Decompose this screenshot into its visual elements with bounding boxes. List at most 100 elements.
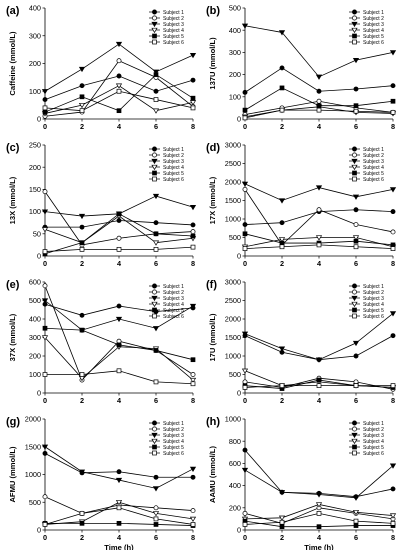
x-tick-label: 0 <box>43 396 47 405</box>
data-point <box>353 86 359 92</box>
y-tick-label: 1500 <box>25 442 41 451</box>
data-point <box>190 508 196 514</box>
legend-label: Subject 2 <box>363 153 384 159</box>
legend-marker <box>352 289 357 295</box>
data-point <box>353 383 359 388</box>
data-point <box>389 311 397 317</box>
data-point <box>152 193 160 200</box>
data-point <box>278 515 286 521</box>
data-point <box>79 83 85 89</box>
legend-marker <box>352 444 357 450</box>
data-point <box>353 353 359 359</box>
legend-marker <box>152 33 157 39</box>
x-tick-label: 2 <box>80 259 84 268</box>
data-point <box>153 231 159 237</box>
legend-marker <box>352 313 357 319</box>
data-point <box>79 520 85 526</box>
data-point <box>389 50 397 56</box>
y-tick-label: 500 <box>229 370 241 379</box>
y-tick-label: 300 <box>229 48 241 57</box>
data-point <box>241 181 249 187</box>
legend-marker <box>152 146 157 152</box>
data-point <box>315 185 323 191</box>
data-point <box>116 246 122 252</box>
y-tick-label: 200 <box>229 70 241 79</box>
data-point <box>278 490 286 496</box>
data-point <box>316 107 322 113</box>
x-tick-label: 2 <box>80 533 84 542</box>
legend-label: Subject 4 <box>363 165 384 171</box>
data-point <box>189 303 197 310</box>
data-point <box>116 505 122 511</box>
legend-label: Subject 6 <box>363 40 384 46</box>
data-point <box>153 72 159 77</box>
data-point <box>353 518 359 524</box>
x-tick-label: 2 <box>280 396 284 405</box>
data-point <box>315 357 323 363</box>
legend-marker <box>151 295 158 302</box>
x-tick-label: 6 <box>354 259 358 268</box>
x-tick-label: 8 <box>391 533 395 542</box>
y-tick-label: 150 <box>29 185 41 194</box>
y-tick-label: 200 <box>29 163 41 172</box>
y-tick-label: 500 <box>229 4 241 13</box>
data-point <box>353 523 359 528</box>
legend-label: Subject 6 <box>163 314 184 320</box>
data-point <box>79 312 85 318</box>
y-axis-label: 17U (mmol/L) <box>208 313 217 362</box>
chart-panel: 0 100 200 300 400 500 600 0 2 4 6 8 37X (mmol/L) (e) S… <box>6 278 197 405</box>
panel-label: (d) <box>206 142 220 154</box>
data-point <box>189 205 197 211</box>
chart-panel: 0 500 1000 1500 2000 2500 3000 0 2 4 6 8 17X (mmol/L… <box>206 141 397 268</box>
y-tick-label: 400 <box>29 315 41 324</box>
y-tick-label: 3000 <box>225 278 241 287</box>
data-point <box>353 207 359 213</box>
data-point <box>153 246 159 252</box>
data-point <box>189 377 197 384</box>
y-tick-label: 100 <box>29 87 41 96</box>
x-tick-label: 6 <box>154 259 158 268</box>
legend-label: Subject 3 <box>163 159 184 165</box>
y-axis-label: AFMU (mmol/L) <box>8 446 17 503</box>
x-tick-label: 4 <box>317 122 322 131</box>
x-tick-label: 6 <box>354 122 358 131</box>
legend-marker <box>351 164 358 171</box>
data-point <box>242 510 248 516</box>
data-point <box>152 486 160 492</box>
legend-label: Subject 4 <box>363 302 384 308</box>
legend-marker <box>352 426 357 432</box>
y-tick-label: 300 <box>29 31 41 40</box>
data-point <box>79 372 85 377</box>
series-line <box>244 67 394 93</box>
data-point <box>116 211 122 217</box>
data-point <box>153 348 159 353</box>
data-point <box>279 383 285 388</box>
data-point <box>279 244 285 250</box>
legend-label: Subject 4 <box>163 28 184 34</box>
y-tick-label: 250 <box>29 141 41 150</box>
data-point <box>42 372 48 377</box>
legend-label: Subject 5 <box>363 171 384 177</box>
legend-marker <box>352 146 357 152</box>
legend-label: Subject 3 <box>363 159 384 165</box>
data-point <box>190 372 196 377</box>
y-tick-label: 3000 <box>225 141 241 150</box>
y-tick-label: 600 <box>29 278 41 287</box>
data-point <box>390 486 396 492</box>
series-line <box>244 335 394 361</box>
y-tick-label: 600 <box>229 459 241 468</box>
data-point <box>352 194 360 200</box>
data-point <box>316 377 322 383</box>
data-point <box>41 227 49 233</box>
data-point <box>241 331 249 337</box>
y-axis-label: 17X (mmol/L) <box>208 176 217 224</box>
data-point <box>189 466 197 473</box>
data-point <box>390 383 396 388</box>
x-tick-label: 4 <box>117 533 122 542</box>
data-point <box>79 510 85 516</box>
data-point <box>352 340 360 347</box>
x-tick-label: 0 <box>43 259 47 268</box>
legend-marker <box>152 176 157 182</box>
y-tick-label: 0 <box>237 526 241 535</box>
x-axis-label: Time (h) <box>304 543 334 550</box>
